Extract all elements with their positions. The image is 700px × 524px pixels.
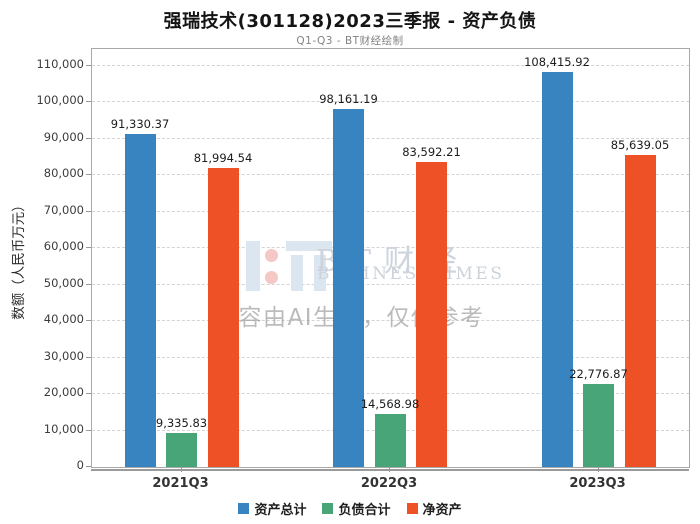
- y-tick-mark: [86, 466, 91, 467]
- gridline: [92, 210, 689, 212]
- y-tick-mark: [86, 210, 91, 212]
- y-tick-mark: [86, 429, 91, 431]
- bar-资产总计-2022Q3: [333, 109, 364, 467]
- x-tick-mark: [597, 467, 599, 472]
- y-tick-label: 90,000: [43, 129, 84, 144]
- y-tick-label: 110,000: [36, 57, 84, 71]
- value-label: 85,639.05: [610, 137, 670, 152]
- bar-资产总计-2023Q3: [541, 71, 573, 467]
- y-tick-label: 60,000: [43, 239, 84, 254]
- legend: 资产总计 负债合计 净资产: [0, 499, 700, 518]
- y-tick-mark: [86, 101, 91, 103]
- value-label: 22,776.87: [569, 366, 628, 381]
- value-label: 91,330.37: [110, 117, 170, 132]
- plot-area: 91,330.37 9,335.83 81,994.54 98,161.19 14,56…: [91, 48, 690, 468]
- value-label: 14,568.98: [360, 396, 420, 411]
- value-label: 9,335.83: [155, 415, 208, 430]
- value-label: 81,994.54: [193, 151, 253, 166]
- y-tick-mark: [86, 393, 91, 395]
- y-tick-label: 0: [76, 458, 84, 472]
- legend-item-净资产: 净资产: [406, 499, 462, 518]
- bar-负债合计-2021Q3: [166, 432, 197, 467]
- y-tick-label: 10,000: [43, 421, 84, 436]
- legend-item-资产总计: 资产总计: [238, 499, 306, 518]
- y-tick-mark: [86, 174, 91, 176]
- x-tick-label: 2022Q3: [360, 476, 418, 491]
- bar-净资产-2021Q3: [207, 168, 239, 467]
- bar-负债合计-2022Q3: [374, 413, 406, 467]
- gridline: [92, 283, 689, 285]
- y-tick-label: 50,000: [43, 275, 84, 290]
- legend-swatch: [238, 503, 250, 514]
- bar-负债合计-2023Q3: [583, 383, 614, 467]
- legend-label: 资产总计: [254, 503, 307, 518]
- y-tick-mark: [86, 247, 91, 249]
- gridline: [92, 356, 689, 358]
- y-tick-label: 80,000: [43, 166, 84, 181]
- y-tick-mark: [86, 65, 91, 66]
- y-tick-label: 30,000: [43, 348, 84, 363]
- gridline: [92, 320, 689, 322]
- y-tick-label: 100,000: [36, 93, 84, 108]
- gridline: [92, 137, 689, 139]
- y-tick-mark: [86, 283, 91, 285]
- legend-swatch: [322, 503, 334, 514]
- chart-title: 强瑞技术(301128)2023三季报 - 资产负债: [163, 11, 537, 32]
- legend-swatch: [406, 503, 418, 514]
- y-tick-label: 20,000: [43, 385, 84, 400]
- gridline: [92, 174, 689, 176]
- gridline: [92, 65, 689, 66]
- x-tick-mark: [180, 467, 182, 472]
- legend-item-负债合计: 负债合计: [322, 499, 391, 518]
- bar-净资产-2023Q3: [624, 154, 656, 467]
- y-tick-mark: [86, 137, 91, 139]
- legend-label: 负债合计: [338, 503, 391, 518]
- gridline: [92, 393, 689, 395]
- x-tick-label: 2023Q3: [569, 476, 626, 491]
- y-tick-mark: [86, 320, 91, 322]
- value-label: 108,415.92: [524, 54, 590, 69]
- x-tick-label: 2021Q3: [152, 476, 209, 491]
- bar-净资产-2022Q3: [416, 162, 447, 467]
- bar-资产总计-2021Q3: [124, 134, 156, 467]
- chart-subtitle: Q1-Q3 - BT财经绘制: [296, 35, 404, 47]
- gridline: [92, 101, 689, 103]
- value-label: 98,161.19: [319, 92, 378, 107]
- value-label: 83,592.21: [402, 145, 461, 160]
- y-tick-mark: [86, 356, 91, 358]
- y-tick-label: 40,000: [43, 312, 84, 327]
- legend-label: 净资产: [422, 503, 462, 518]
- y-tick-label: 70,000: [43, 202, 84, 217]
- gridline: [92, 247, 689, 249]
- x-tick-mark: [389, 467, 390, 472]
- x-axis-line: [91, 469, 689, 471]
